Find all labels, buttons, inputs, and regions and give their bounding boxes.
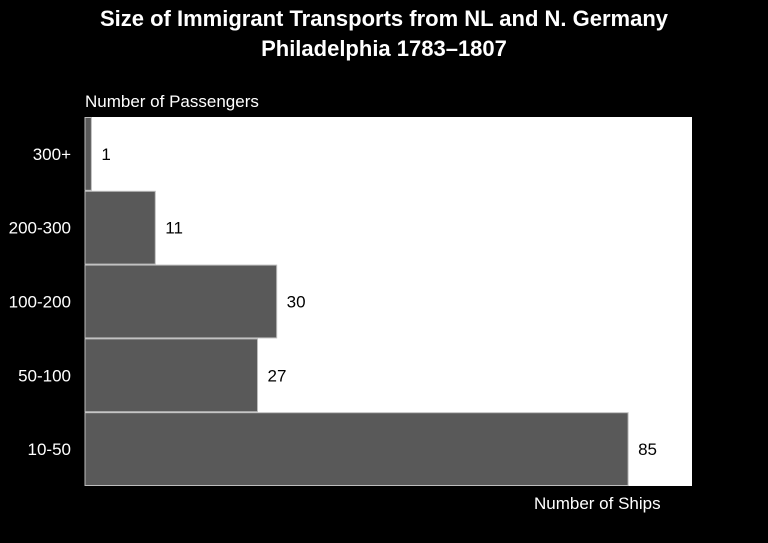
bar-10-50 bbox=[84, 412, 629, 487]
data-label: 1 bbox=[101, 145, 110, 164]
x-axis-label: Number of Ships bbox=[534, 494, 661, 513]
bar-100-200 bbox=[84, 264, 278, 339]
bar-200-300 bbox=[84, 190, 156, 265]
data-label: 27 bbox=[268, 366, 287, 385]
bar-300+ bbox=[84, 117, 92, 191]
y-tick-label: 10-50 bbox=[28, 440, 71, 459]
bar-50-100 bbox=[84, 338, 259, 413]
chart-title: Size of Immigrant Transports from NL and… bbox=[99, 6, 669, 31]
y-tick-label: 300+ bbox=[33, 145, 71, 164]
chart-subtitle: Philadelphia 1783–1807 bbox=[261, 36, 507, 61]
data-label: 85 bbox=[638, 440, 657, 459]
y-tick-label: 100-200 bbox=[9, 293, 71, 312]
data-label: 11 bbox=[165, 219, 183, 238]
data-label: 30 bbox=[287, 293, 306, 312]
y-axis-label: Number of Passengers bbox=[85, 92, 259, 111]
y-tick-label: 50-100 bbox=[18, 366, 71, 385]
y-tick-label: 200-300 bbox=[9, 219, 71, 238]
